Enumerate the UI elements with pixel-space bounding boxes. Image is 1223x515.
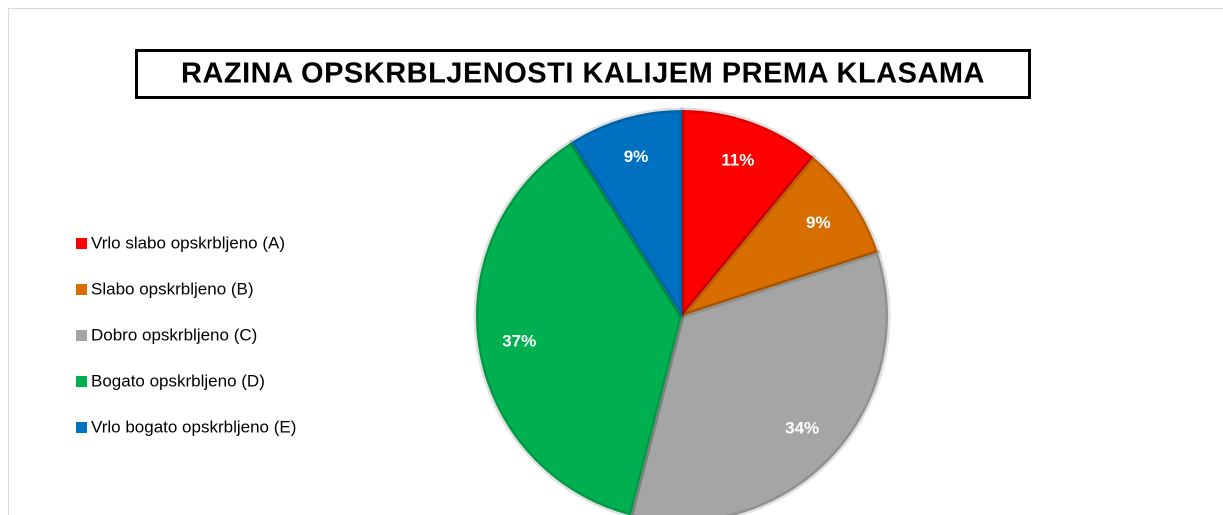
legend-label: Slabo opskrbljeno (B)	[91, 279, 254, 298]
legend-swatch	[76, 238, 87, 249]
slice-label: 34%	[785, 418, 819, 437]
pie-slice	[628, 249, 891, 515]
legend-label: Dobro opskrbljeno (C)	[91, 325, 257, 344]
pie-slice	[679, 154, 881, 319]
chart-frame	[8, 8, 1223, 515]
legend-swatch	[76, 330, 87, 341]
slice-label: 11%	[721, 150, 754, 169]
slice-label: 9%	[624, 147, 649, 166]
pie-slice	[473, 139, 685, 515]
slice-label: 37%	[502, 331, 536, 350]
legend-label: Vrlo slabo opskrbljeno (A)	[91, 233, 285, 252]
legend-swatch	[76, 422, 87, 433]
title-box	[135, 49, 1031, 99]
legend-swatch	[76, 376, 87, 387]
pie-slice	[569, 107, 685, 319]
legend-label: Vrlo bogato opskrbljeno (E)	[91, 417, 296, 436]
legend-swatch	[76, 284, 87, 295]
pie-slice	[679, 107, 816, 319]
legend-label: Bogato opskrbljeno (D)	[91, 371, 265, 390]
slice-label: 9%	[806, 213, 831, 232]
chart-title: RAZINA OPSKRBLJENOSTI KALIJEM PREMA KLAS…	[181, 58, 985, 90]
